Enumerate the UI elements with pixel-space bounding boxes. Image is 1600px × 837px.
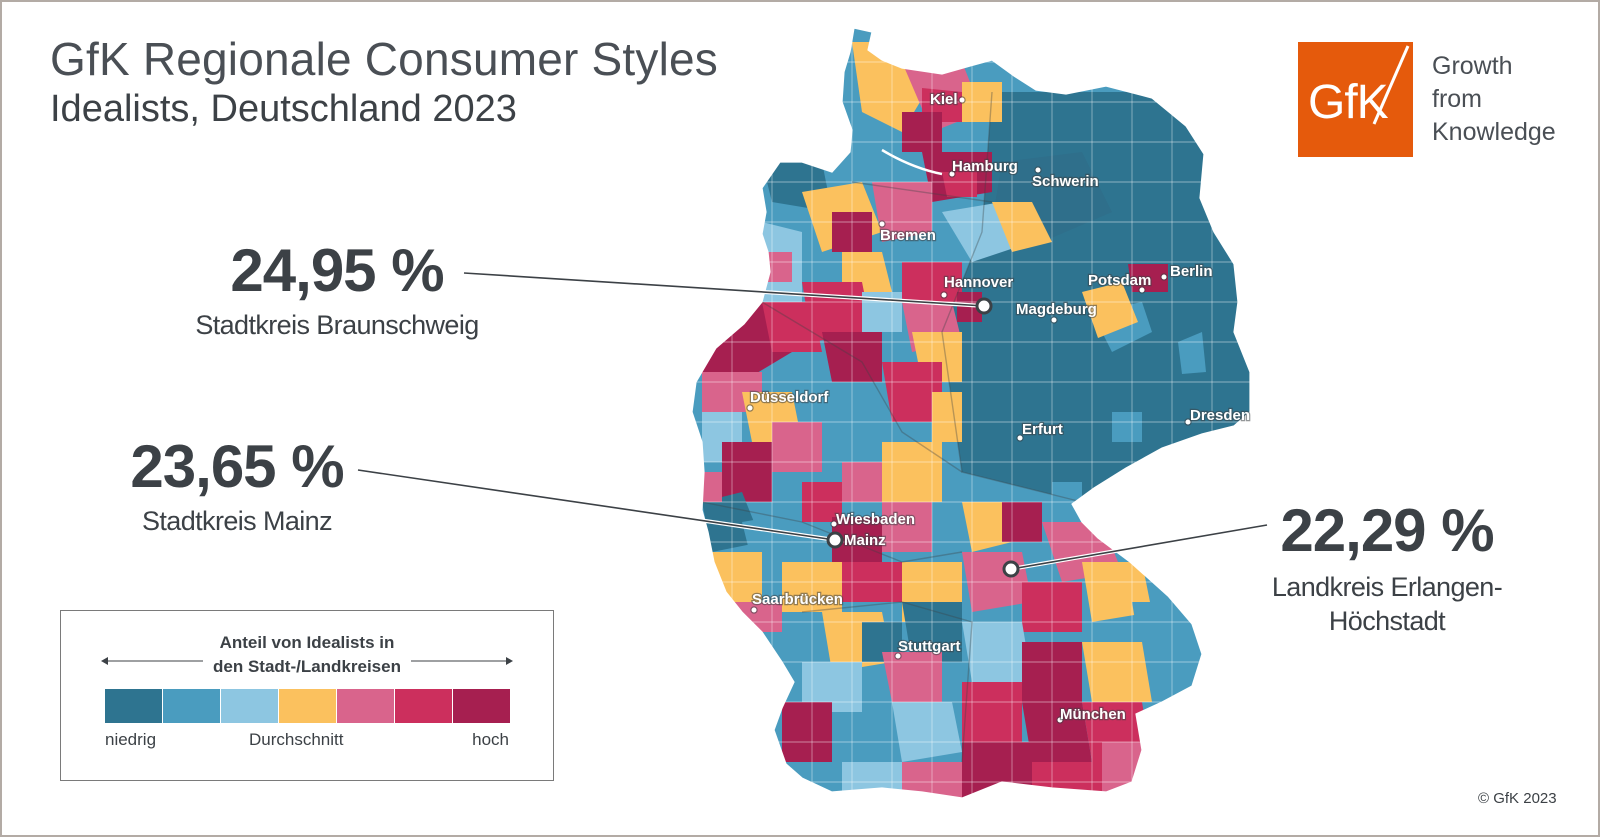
brand-tagline: Growth from Knowledge — [1432, 50, 1556, 149]
callout-mainz-value: 23,65 % — [130, 433, 344, 500]
svg-text:Potsdam: Potsdam — [1088, 272, 1151, 289]
svg-text:Stuttgart: Stuttgart — [898, 638, 961, 655]
city-bremen: Bremen — [878, 220, 937, 245]
page-title: GfK Regionale Consumer Styles — [50, 33, 718, 85]
legend-swatch-3 — [221, 689, 278, 723]
svg-text:Kiel: Kiel — [930, 91, 958, 108]
legend-low-label: niedrig — [105, 730, 157, 749]
svg-text:Düsseldorf: Düsseldorf — [750, 389, 829, 406]
svg-text:Hannover: Hannover — [944, 274, 1013, 291]
city-duesseldorf: Düsseldorf — [746, 388, 831, 412]
city-mainz: Mainz — [843, 531, 887, 550]
svg-text:München: München — [1060, 706, 1126, 723]
city-potsdam: Potsdam — [1087, 271, 1153, 294]
svg-text:Saarbrücken: Saarbrücken — [752, 591, 843, 608]
city-schwerin: Schwerin — [1031, 166, 1100, 191]
city-hannover: Hannover — [940, 273, 1015, 299]
city-dresden: Dresden — [1184, 406, 1251, 426]
city-erfurt: Erfurt — [1016, 420, 1064, 442]
state-borders — [701, 91, 1083, 763]
callout-erlangen-value: 22,29 % — [1280, 497, 1494, 564]
legend-title: Anteil von Idealists in den Stadt-/Landk… — [61, 631, 553, 679]
svg-text:Wiesbaden: Wiesbaden — [836, 511, 915, 528]
city-wiesbaden: Wiesbaden — [830, 510, 916, 529]
legend-mid-label: Durchschnitt — [249, 730, 344, 749]
legend-swatch-5 — [337, 689, 394, 723]
map-regions — [692, 28, 1250, 798]
svg-text:Schwerin: Schwerin — [1032, 173, 1099, 190]
legend-high-label: hoch — [472, 730, 509, 749]
tagline-line-3: Knowledge — [1432, 118, 1556, 146]
legend-swatch-6 — [395, 689, 452, 723]
copyright: © GfK 2023 — [1478, 790, 1557, 807]
tagline-line-1: Growth — [1432, 52, 1513, 80]
city-kiel: Kiel — [929, 90, 966, 109]
legend-title-line-1: Anteil von Idealists in — [219, 633, 395, 652]
gfk-logo: GfK — [1298, 42, 1413, 157]
city-muenchen: München — [1056, 705, 1127, 724]
city-stuttgart: Stuttgart — [894, 637, 962, 660]
svg-text:Berlin: Berlin — [1170, 263, 1213, 280]
legend-color-scale — [105, 689, 511, 723]
callout-mainz-label: Stadtkreis Mainz — [142, 506, 333, 536]
city-hamburg: Hamburg — [948, 157, 1019, 178]
callout-braunschweig-label: Stadtkreis Braunschweig — [195, 310, 479, 340]
svg-text:Mainz: Mainz — [844, 532, 886, 549]
callout-erlangen-label: Landkreis Erlangen-Höchstadt — [1271, 572, 1503, 636]
city-saarbruecken: Saarbrücken — [750, 590, 844, 614]
svg-text:Bremen: Bremen — [880, 227, 936, 244]
legend-arrow — [101, 657, 513, 665]
svg-text:Erfurt: Erfurt — [1022, 421, 1063, 438]
callout-leaders — [357, 271, 1268, 578]
svg-text:Dresden: Dresden — [1190, 407, 1250, 424]
svg-text:Magdeburg: Magdeburg — [1016, 301, 1097, 318]
page-subtitle: Idealists, Deutschland 2023 — [50, 88, 517, 130]
city-magdeburg: Magdeburg — [1015, 300, 1098, 324]
legend-swatch-7 — [453, 689, 510, 723]
city-labels: Kiel Hamburg Schwerin Bremen Hannover Po… — [746, 90, 1251, 724]
map-legend: Anteil von Idealists in den Stadt-/Landk… — [60, 610, 554, 781]
legend-title-line-2: den Stadt-/Landkreisen — [213, 657, 401, 676]
tagline-line-2: from — [1432, 85, 1482, 113]
svg-text:Hamburg: Hamburg — [952, 158, 1018, 175]
legend-swatch-1 — [105, 689, 162, 723]
callout-braunschweig-value: 24,95 % — [230, 237, 444, 304]
legend-swatch-4 — [279, 689, 336, 723]
city-berlin: Berlin — [1160, 262, 1214, 281]
legend-swatch-2 — [163, 689, 220, 723]
